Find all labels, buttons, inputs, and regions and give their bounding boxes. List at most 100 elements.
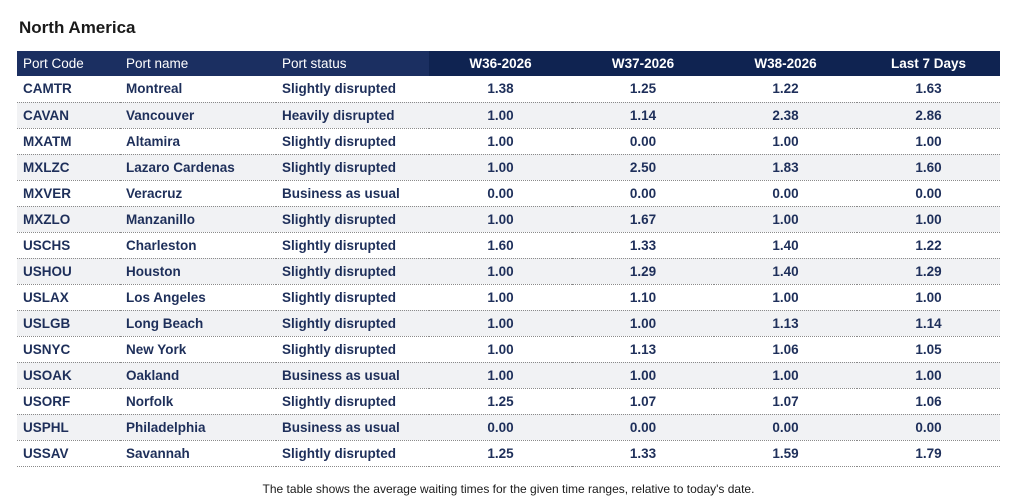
cell-port-code: USOAK [17,362,120,389]
column-header-w36[interactable]: W36-2026 [429,51,572,76]
cell-port-status: Slightly disrupted [276,232,429,259]
cell-w36: 1.25 [429,388,572,415]
cell-w36: 1.00 [429,206,572,233]
cell-w37: 1.33 [572,232,714,259]
cell-w37: 1.00 [572,310,714,337]
port-table-container: Port Code Port name Port status W36-2026… [17,51,1000,467]
cell-port-status: Business as usual [276,180,429,207]
cell-w38: 1.13 [714,310,857,337]
cell-port-code: CAVAN [17,102,120,129]
cell-w38: 1.00 [714,128,857,155]
cell-port-code: CAMTR [17,76,120,103]
cell-port-code: USSAV [17,440,120,467]
cell-port-status: Heavily disrupted [276,102,429,129]
cell-last-7-days: 0.00 [857,414,1000,441]
cell-port-code: USORF [17,388,120,415]
cell-w36: 1.00 [429,310,572,337]
cell-w36: 0.00 [429,414,572,441]
cell-w38: 1.07 [714,388,857,415]
cell-port-name: Veracruz [120,180,276,207]
cell-port-status: Business as usual [276,414,429,441]
table-row: USHOU Houston Slightly disrupted 1.00 1.29 1.… [17,258,1000,285]
cell-w37: 1.67 [572,206,714,233]
column-header-w37[interactable]: W37-2026 [572,51,714,76]
region-title: North America [19,18,136,37]
column-header-port-code[interactable]: Port Code [17,51,120,76]
table-row: CAVAN Vancouver Heavily disrupted 1.00 1.14 2… [17,102,1000,129]
cell-port-name: Los Angeles [120,284,276,311]
column-header-w38[interactable]: W38-2026 [714,51,857,76]
cell-w36: 1.00 [429,128,572,155]
cell-port-code: MXZLO [17,206,120,233]
cell-w37: 1.14 [572,102,714,129]
cell-w36: 1.25 [429,440,572,467]
cell-w36: 1.00 [429,102,572,129]
cell-last-7-days: 1.14 [857,310,1000,337]
cell-port-code: USLAX [17,284,120,311]
cell-w38: 1.00 [714,206,857,233]
cell-port-status: Business as usual [276,362,429,389]
cell-w38: 0.00 [714,414,857,441]
cell-port-name: Montreal [120,76,276,103]
cell-w37: 1.25 [572,76,714,103]
cell-w38: 1.59 [714,440,857,467]
cell-port-status: Slightly disrupted [276,154,429,181]
cell-w37: 1.00 [572,362,714,389]
cell-port-code: MXLZC [17,154,120,181]
table-body: CAMTR Montreal Slightly disrupted 1.38 1.25 1… [17,76,1000,467]
column-header-last-7-days[interactable]: Last 7 Days [857,51,1000,76]
table-row: USSAV Savannah Slightly disrupted 1.25 1.33 1… [17,440,1000,467]
table-footnote: The table shows the average waiting time… [262,482,755,496]
cell-w38: 1.83 [714,154,857,181]
cell-port-code: USCHS [17,232,120,259]
cell-port-code: MXVER [17,180,120,207]
cell-port-name: New York [120,336,276,363]
cell-last-7-days: 1.06 [857,388,1000,415]
column-header-port-status[interactable]: Port status [276,51,429,76]
cell-port-name: Oakland [120,362,276,389]
cell-w37: 0.00 [572,128,714,155]
cell-w38: 1.06 [714,336,857,363]
cell-w36: 1.00 [429,154,572,181]
table-row: MXATM Altamira Slightly disrupted 1.00 0.00 1… [17,128,1000,155]
cell-port-status: Slightly disrupted [276,76,429,103]
cell-port-code: MXATM [17,128,120,155]
cell-port-status: Slightly disrupted [276,388,429,415]
port-waiting-times-table: Port Code Port name Port status W36-2026… [17,51,1000,467]
cell-last-7-days: 0.00 [857,180,1000,207]
cell-w38: 1.40 [714,258,857,285]
cell-w38: 1.22 [714,76,857,103]
cell-last-7-days: 1.00 [857,206,1000,233]
cell-w38: 1.00 [714,362,857,389]
table-row: MXVER Veracruz Business as usual 0.00 0.00 0.… [17,180,1000,207]
cell-w37: 0.00 [572,414,714,441]
cell-w38: 1.40 [714,232,857,259]
cell-port-name: Charleston [120,232,276,259]
cell-port-code: USNYC [17,336,120,363]
table-header-row: Port Code Port name Port status W36-2026… [17,51,1000,76]
cell-port-name: Altamira [120,128,276,155]
cell-port-name: Savannah [120,440,276,467]
cell-w36: 1.38 [429,76,572,103]
cell-port-name: Manzanillo [120,206,276,233]
cell-w37: 1.07 [572,388,714,415]
table-row: MXZLO Manzanillo Slightly disrupted 1.00 1.6… [17,206,1000,233]
cell-port-name: Philadelphia [120,414,276,441]
cell-port-status: Slightly disrupted [276,206,429,233]
cell-w37: 1.10 [572,284,714,311]
cell-port-code: USLGB [17,310,120,337]
cell-port-code: USHOU [17,258,120,285]
cell-last-7-days: 1.00 [857,284,1000,311]
column-header-port-name[interactable]: Port name [120,51,276,76]
table-row: CAMTR Montreal Slightly disrupted 1.38 1.25 1… [17,76,1000,103]
table-row: USLAX Los Angeles Slightly disrupted 1.00 1.… [17,284,1000,311]
table-row: USORF Norfolk Slightly disrupted 1.25 1.07 1.… [17,388,1000,415]
cell-w38: 1.00 [714,284,857,311]
cell-last-7-days: 1.00 [857,128,1000,155]
cell-w36: 1.00 [429,362,572,389]
cell-w37: 1.33 [572,440,714,467]
cell-last-7-days: 1.05 [857,336,1000,363]
table-row: USNYC New York Slightly disrupted 1.00 1.13 1… [17,336,1000,363]
table-row: USCHS Charleston Slightly disrupted 1.60 1.3… [17,232,1000,259]
cell-port-code: USPHL [17,414,120,441]
